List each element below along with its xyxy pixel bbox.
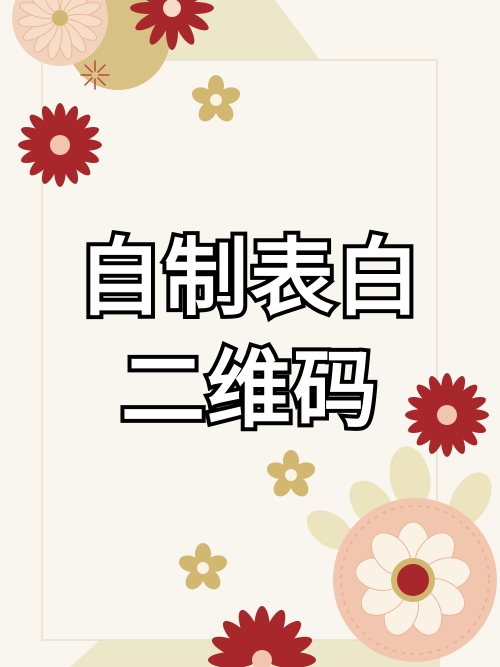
peach-flower-top-left <box>12 0 108 66</box>
dot-burst-top <box>80 60 110 90</box>
title-line-1: 自制表白 <box>74 225 424 331</box>
red-flower-bottom <box>208 606 316 667</box>
red-flower-left <box>18 103 102 187</box>
peach-circle-ring <box>340 505 490 655</box>
red-flower-right <box>405 373 489 457</box>
cream-flower-bottom <box>355 521 471 636</box>
title-line-2: 二维码 <box>117 337 381 443</box>
red-flower-top <box>130 0 214 50</box>
gold-flower-mid <box>264 450 318 500</box>
gold-flower-top <box>189 75 243 125</box>
gold-flower-low <box>176 543 230 593</box>
